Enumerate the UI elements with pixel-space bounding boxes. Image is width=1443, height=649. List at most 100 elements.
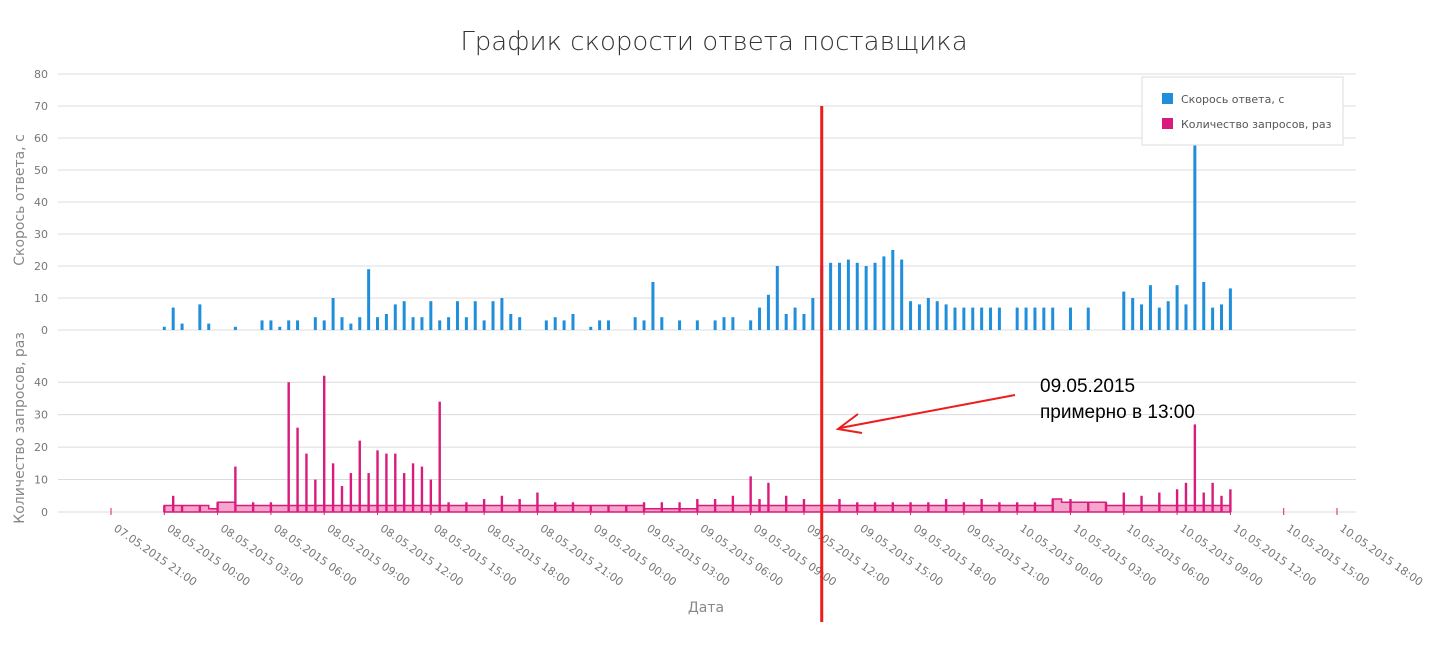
speed-bar-77 (980, 307, 984, 330)
requests-spike-28 (482, 499, 486, 512)
speed-bar-11 (313, 317, 317, 330)
speed-bar-58 (811, 298, 815, 330)
requests-spike-15 (349, 473, 353, 512)
speed-bar-38 (571, 314, 575, 330)
requests-spike-39 (678, 502, 681, 512)
requests-spike-26 (447, 502, 450, 512)
requests-spike-45 (767, 482, 770, 512)
speed-bar-71 (926, 298, 930, 330)
speed-bar-94 (1184, 304, 1188, 330)
speed-bar-55 (784, 314, 788, 330)
y-axis-title-bottom: Количество запросов, раз (12, 332, 28, 524)
speed-bar-95 (1193, 144, 1197, 330)
speed-bar-43 (642, 320, 646, 330)
requests-spike-53 (909, 502, 912, 512)
speed-bar-16 (358, 317, 362, 330)
requests-spike-71 (1202, 492, 1205, 512)
speed-bar-65 (873, 262, 877, 330)
requests-spike-32 (554, 502, 557, 512)
requests-spike-60 (1033, 502, 1037, 512)
speed-bar-90 (1148, 285, 1152, 330)
requests-spike-18 (376, 450, 379, 512)
speed-bar-92 (1166, 301, 1170, 330)
requests-spike-57 (980, 499, 983, 512)
speed-bar-36 (553, 317, 557, 330)
speed-bar-61 (837, 262, 841, 330)
speed-bar-42 (633, 317, 637, 330)
speed-bar-28 (464, 317, 468, 330)
speed-bar-86 (1086, 307, 1090, 330)
legend-swatch-requests (1162, 118, 1173, 129)
speed-bar-45 (660, 317, 664, 330)
speed-bar-35 (544, 320, 548, 330)
y-tick-p0-5: 50 (34, 164, 48, 177)
requests-spike-70 (1193, 424, 1197, 512)
legend: Скорось ответа, с Количество запросов, р… (1141, 76, 1344, 146)
requests-spike-41 (713, 499, 717, 512)
speed-bar-47 (695, 320, 699, 330)
requests-spike-3 (198, 505, 202, 512)
speed-bar-88 (1131, 298, 1135, 330)
requests-spike-11 (314, 479, 317, 512)
speed-bar-12 (322, 320, 326, 330)
requests-spike-46 (784, 495, 788, 512)
requests-spike-43 (749, 476, 752, 512)
speed-bar-21 (402, 301, 406, 330)
speed-bar-31 (491, 301, 495, 330)
speed-bar-87 (1122, 291, 1126, 330)
speed-bar-4 (207, 323, 211, 330)
requests-spike-38 (660, 502, 664, 512)
requests-spike-14 (340, 486, 344, 512)
requests-spike-73 (1220, 495, 1223, 512)
requests-spike-2 (180, 505, 184, 512)
speed-bar-1 (171, 307, 175, 330)
requests-spike-42 (731, 495, 735, 512)
speed-bar-18 (376, 317, 380, 330)
speed-bar-39 (589, 326, 593, 330)
speed-bar-76 (971, 307, 975, 330)
requests-spike-64 (1104, 502, 1108, 512)
y-tick-p1-4: 40 (34, 376, 48, 389)
requests-spike-51 (873, 502, 877, 512)
requests-spike-4 (216, 502, 219, 512)
speed-bar-75 (962, 307, 966, 330)
annotation: 09.05.2015 примерно в 13:00 (820, 106, 1195, 622)
requests-spike-22 (411, 463, 415, 512)
requests-spike-47 (802, 499, 806, 512)
speed-bar-78 (989, 307, 993, 330)
speed-bar-51 (749, 320, 753, 330)
speed-bar-6 (260, 320, 264, 330)
requests-spike-52 (891, 502, 894, 512)
speed-bar-5 (233, 326, 237, 330)
speed-bar-81 (1024, 307, 1028, 330)
y-tick-p1-3: 30 (34, 409, 48, 422)
speed-bar-44 (651, 282, 655, 330)
requests-spike-63 (1087, 502, 1090, 512)
requests-spike-1 (171, 495, 175, 512)
speed-bar-72 (935, 301, 939, 330)
speed-bar-34 (518, 317, 522, 330)
speed-bar-93 (1175, 285, 1179, 330)
requests-spike-54 (927, 502, 930, 512)
speed-bar-27 (455, 301, 459, 330)
y-tick-p1-1: 10 (34, 474, 48, 487)
requests-spike-40 (696, 499, 699, 512)
requests-spike-6 (251, 502, 255, 512)
speed-bar-80 (1015, 307, 1019, 330)
annotation-arrow-head (835, 413, 863, 434)
speed-bar-68 (900, 259, 904, 330)
speed-bar-99 (1228, 288, 1232, 330)
requests-spike-25 (438, 401, 441, 512)
requests-spike-55 (944, 499, 948, 512)
speed-bar-41 (607, 320, 611, 330)
speed-bar-19 (384, 314, 388, 330)
speed-bar-62 (846, 259, 850, 330)
requests-spike-17 (367, 473, 370, 512)
speed-bar-8 (278, 326, 282, 330)
speed-bar-2 (180, 323, 184, 330)
requests-spike-61 (1051, 499, 1054, 512)
y-tick-p1-2: 20 (34, 441, 48, 454)
speed-bar-25 (438, 320, 442, 330)
